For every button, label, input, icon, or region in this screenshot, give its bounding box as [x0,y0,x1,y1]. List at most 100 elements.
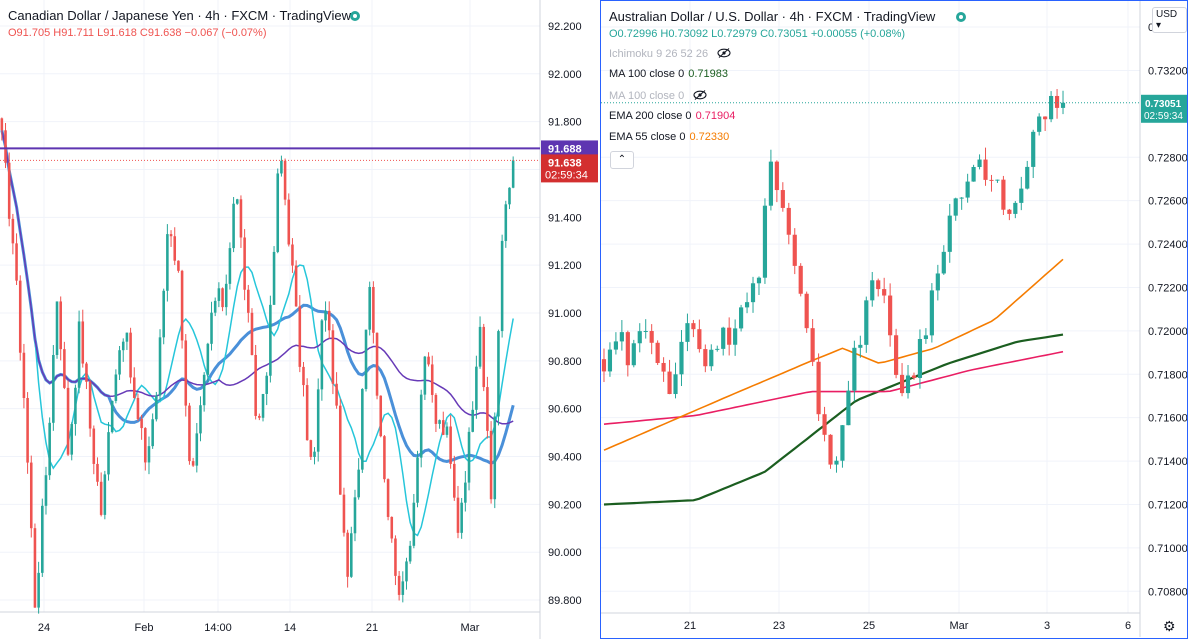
price-tick-label: 0.71200 [1148,499,1187,511]
candle-body [63,349,66,388]
candle-body [59,301,62,350]
last-price-tag-text: 91.638 [548,157,582,169]
candle-body [331,330,335,384]
price-tick-label: 91.200 [548,260,582,272]
price-tick-label: 90.600 [548,404,582,416]
collapse-legend-button[interactable]: ⌃ [610,151,634,169]
candle-body [828,434,833,465]
candle-body [364,329,368,390]
candle-body [947,215,952,252]
candle-body [298,306,302,367]
candle-body [88,381,92,429]
indicator-line [603,258,1064,451]
indicator-ma100-b[interactable]: MA 100 close 0 [609,89,707,102]
candle-body [287,199,291,245]
time-tick-label: Feb [135,622,154,634]
candle-body [846,390,851,426]
candle-body [1049,95,1054,120]
candle-body [430,364,434,395]
candle-body [7,162,11,219]
candle-body [386,479,390,517]
candle-body [394,538,397,576]
candle-body [316,389,320,452]
eye-slash-icon[interactable] [693,89,707,102]
candle-body [449,426,452,464]
candle-body [125,332,129,342]
candle-body [0,118,4,131]
indicator-name: EMA 200 close 0 [609,110,692,122]
candle-body [840,425,845,461]
candle-body [852,347,857,391]
indicator-ema55[interactable]: EMA 55 close 0 0.72330 [609,131,729,143]
candle-body [935,273,940,291]
indicator-ma100-a[interactable]: MA 100 close 0 0.71983 [609,68,728,80]
candle-body [338,405,342,495]
price-tick-label: 0.71600 [1148,413,1187,425]
candle-body [965,181,970,198]
candle-body [427,356,430,365]
candle-body [92,428,96,464]
candle-body [155,395,158,420]
candle-body [173,236,177,261]
audusd-ohlc-readout: O0.72996 H0.73092 L0.72979 C0.73051 +0.0… [609,28,906,40]
candle-body [917,339,923,378]
indicator-ema200[interactable]: EMA 200 close 0 0.71904 [609,110,735,122]
candle-body [206,343,210,375]
candle-body [804,293,809,329]
candle-body [96,463,99,482]
price-tick-label: 0.70800 [1148,586,1187,598]
price-tick-label: 0.72600 [1148,196,1187,208]
candle-body [709,349,714,367]
candle-body [1025,166,1030,189]
candle-body [1007,209,1012,214]
candle-body [15,243,18,281]
candle-body [383,436,386,480]
candle-body [434,394,438,424]
candle-body [691,323,696,330]
candle-body [780,190,785,208]
candle-body [118,350,121,375]
candle-body [247,289,250,313]
audusd-chart-panel[interactable]: 0.734000.732000.728000.726000.724000.722… [600,0,1188,639]
candle-body [81,321,85,364]
candle-body [228,248,232,284]
indicator-ichimoku[interactable]: Ichimoku 9 26 52 26 [609,47,731,60]
candle-body [121,341,125,351]
cadjpy-chart-canvas[interactable]: 92.20092.00091.80091.60091.40091.20091.0… [0,0,598,639]
candle-body [1031,131,1036,167]
eye-slash-icon[interactable] [717,47,731,60]
audusd-chart-canvas[interactable]: 0.734000.732000.728000.726000.724000.722… [601,1,1187,637]
candle-body [899,374,905,394]
candle-body [929,290,934,336]
candle-body [637,331,642,344]
gear-icon[interactable]: ⚙ [1163,618,1176,634]
price-tick-label: 91.400 [548,212,582,224]
candle-body [327,310,331,331]
candle-body [1013,202,1018,214]
candle-body [85,363,88,382]
currency-select-button[interactable]: USD ▾ [1152,7,1187,33]
cadjpy-chart-panel[interactable]: 92.20092.00091.80091.60091.40091.20091.0… [0,0,598,639]
time-tick-label: 24 [38,622,50,634]
candle-body [864,300,869,345]
candle-body [210,312,213,344]
candle-body [48,422,51,476]
candle-body [265,375,268,394]
last-price-tag [541,154,598,183]
candle-body [99,481,103,515]
candle-body [184,340,188,406]
candle-body [191,461,195,466]
candle-body [607,349,613,372]
candle-body [445,426,449,435]
candle-body [655,342,660,363]
candle-body [136,397,140,419]
candle-body [239,199,243,238]
candle-body [739,307,744,329]
candle-body [882,289,887,296]
candle-body [217,288,221,301]
candle-body [744,302,750,308]
candle-body [953,198,958,216]
audusd-chart-title: Australian Dollar / U.S. Dollar · 4h · F… [609,9,936,24]
price-tick-label: 92.000 [548,69,582,81]
candle-body [324,310,327,321]
